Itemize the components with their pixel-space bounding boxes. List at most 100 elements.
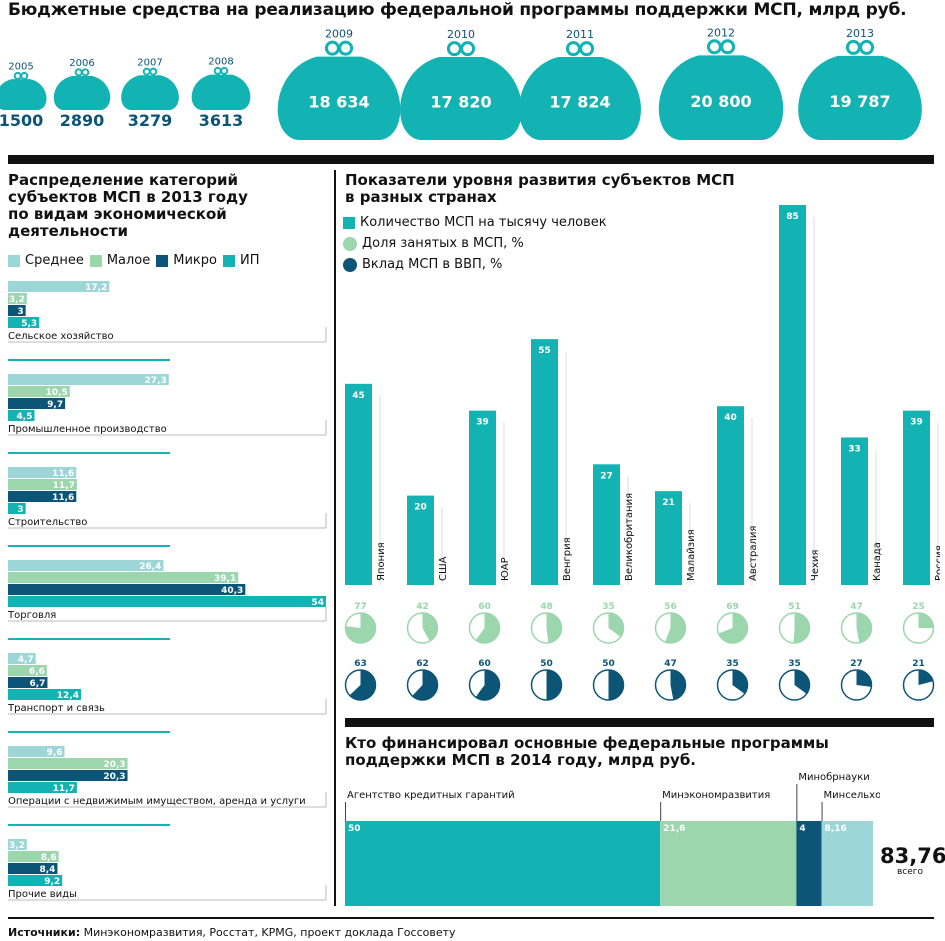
bag-knot-right [149,67,158,76]
funding-segment-value: 8,16 [825,824,847,834]
bar-Малое [8,758,128,769]
money-bag-shape [400,57,522,141]
group-separator [8,731,170,733]
gdp-pie: 35 [716,659,749,701]
funding-segment-value: 4 [799,824,805,834]
employment-pie: 56 [654,602,687,644]
country-bar [407,495,434,585]
pie-slice [670,670,686,700]
funding-segment [821,821,873,906]
budget-bag-2005: 2005 1500 [0,62,47,130]
employment-pie: 60 [468,602,501,644]
pie-slice [349,670,376,700]
bar-value-label: 8,6 [41,853,57,863]
bag-value: 19 787 [829,92,890,111]
bar-ИП [8,596,326,607]
bar-value-label: 27,3 [145,376,167,386]
bar-Малое [8,386,70,397]
group-separator [8,452,170,454]
bag-value: 20 800 [690,92,751,111]
bar-value-label: 10,5 [46,388,68,398]
bar-value-label: 6,6 [29,667,45,677]
bag-value: 17 820 [430,93,491,112]
divider-top [8,155,934,164]
country-bar-value: 33 [848,444,861,454]
funding-segment [660,821,797,906]
bar-value-label: 12,4 [57,691,79,701]
legend-item-small: Малое [89,253,151,268]
group-separator [8,638,170,640]
bar-value-label: 11,7 [53,784,75,794]
pie-value: 47 [664,659,677,669]
employment-pie: 25 [902,602,935,644]
bar-Среднее [8,467,77,478]
pie-value: 21 [912,659,925,669]
money-bag-shape [191,74,251,110]
bar-Малое [8,293,27,304]
country-bar [531,339,558,585]
pie-value: 50 [602,659,615,669]
left-title-line-4: деятельности [8,222,129,240]
bar-Микро [8,305,26,316]
country-name: Австралия [748,526,759,581]
pie-slice [856,670,872,687]
legend-label-small: Малое [106,253,151,268]
bag-year: 2009 [325,28,353,41]
country-bar [593,464,620,585]
bar-value-label: 39,1 [214,574,236,584]
bar-Малое [8,479,77,490]
country-name: Чехия [810,550,821,581]
bar-value-label: 3 [17,307,23,317]
legend-item-ip: ИП [223,253,260,268]
bar-value-label: 3,2 [9,841,25,851]
funding-total-value: 83,76 [880,844,945,868]
sources-label: Источники: [8,926,81,939]
pie-slice [718,613,748,643]
bar-Малое [8,665,47,676]
bag-knot-left [845,39,861,55]
bag-value: 3279 [128,111,173,130]
bag-knot-left [565,41,581,57]
bag-knot-right [579,41,595,57]
pie-slice [546,670,562,700]
funding-category-label: Минсельхоз [824,790,880,801]
funding-segment-value: 21,6 [663,824,685,834]
bar-value-label: 9,7 [47,400,63,410]
bag-knot-right [460,41,476,57]
gdp-pie: 27 [840,659,873,701]
bag-year: 2011 [566,28,594,41]
country-name: Япония [376,542,387,581]
bar-Среднее [8,281,110,292]
left-title-line-1: Распределение категорий [8,171,239,189]
bag-year: 2005 [8,62,33,73]
bar-Микро [8,677,48,688]
pie-value: 60 [478,659,491,669]
money-bag-shape [121,75,179,110]
country-bar [903,410,930,585]
bar-value-label: 11,6 [52,469,74,479]
budget-bag-2013: 2013 19 787 [798,27,922,140]
bar-value-label: 4,5 [17,412,33,422]
pie-slice [412,670,438,701]
funding-stacked-bar: 50 Агентство кредитных гарантий 21,6 Минэко… [345,772,880,906]
group-separator [8,545,170,547]
bar-value-label: 11,6 [52,493,74,503]
bar-value-label: 54 [311,598,324,608]
gdp-pie: 50 [530,659,563,701]
funding-segment [796,821,822,906]
bar-value-label: 5,3 [21,319,37,329]
bar-Микро [8,770,128,781]
country-bar-value: 85 [786,212,799,222]
funding-segment-value: 50 [348,824,361,834]
bar-ИП [8,689,82,700]
page-title: Бюджетные средства на реализацию федерал… [8,0,907,20]
pie-value: 51 [788,602,801,612]
funding-total-label: всего [896,867,924,877]
budget-bag-2009: 2009 18 634 [277,28,401,141]
country-name: Великобритания [624,493,635,581]
category-label: Операции с недвижимым имуществом, аренда… [8,796,306,807]
budget-bag-2010: 2010 17 820 [400,28,522,141]
bag-value: 17 824 [549,93,610,112]
bag-year: 2007 [137,57,162,68]
employment-pie: 48 [530,602,563,644]
